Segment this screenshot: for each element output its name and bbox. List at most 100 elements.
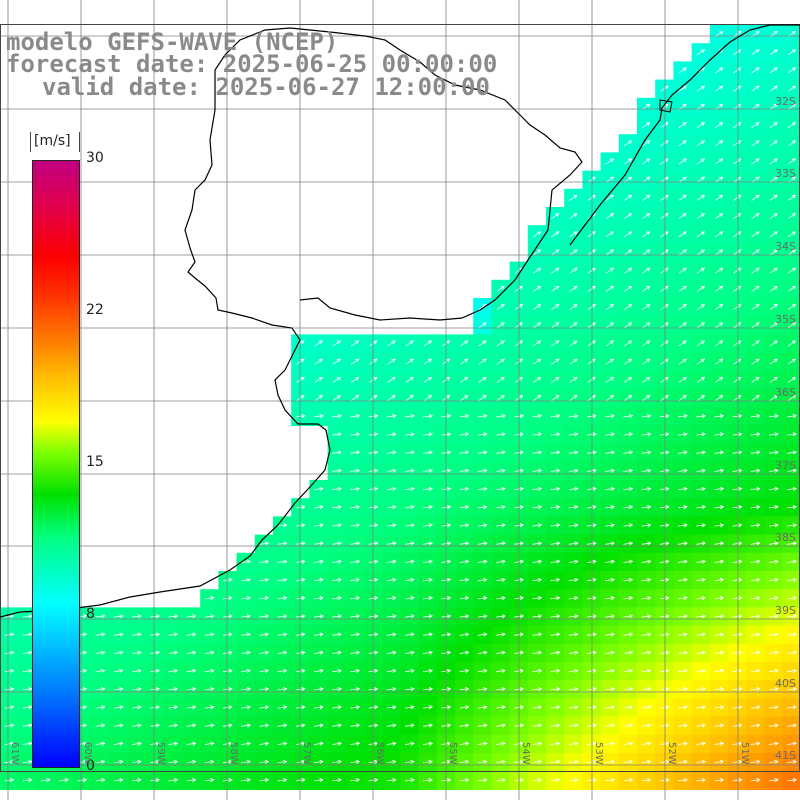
- wind-speed-cell: [691, 352, 711, 372]
- wind-arrow: [659, 668, 670, 673]
- wind-arrow: [623, 322, 633, 329]
- wind-arrow: [568, 668, 579, 673]
- lat-label-38s: 38S: [775, 531, 796, 544]
- wind-arrow: [204, 668, 215, 673]
- wind-speed-cell: [764, 188, 784, 208]
- wind-speed-cell: [746, 152, 765, 172]
- wind-arrow: [605, 559, 616, 564]
- wind-arrow: [204, 705, 215, 710]
- wind-arrow: [550, 741, 561, 746]
- wind-arrow: [586, 687, 597, 692]
- wind-arrow: [222, 723, 233, 728]
- wind-arrow: [168, 723, 179, 728]
- wind-arrow: [404, 596, 415, 601]
- wind-arrow: [495, 505, 506, 510]
- wind-speed-cell: [600, 261, 620, 281]
- wind-speed-cell: [637, 134, 656, 153]
- wind-arrow: [696, 322, 706, 329]
- wind-arrow: [751, 85, 760, 92]
- colorbar-tick-8: 8: [86, 606, 95, 622]
- wind-arrow: [678, 213, 687, 220]
- wind-arrow: [550, 523, 561, 528]
- wind-arrow: [787, 194, 797, 201]
- wind-arrow: [477, 632, 488, 637]
- wind-speed-cell: [673, 352, 693, 372]
- wind-arrow: [642, 267, 651, 274]
- wind-arrow: [168, 759, 179, 764]
- wind-speed-cell: [764, 316, 784, 335]
- wind-arrow: [641, 577, 652, 582]
- wind-speed-cell: [473, 352, 492, 372]
- wind-arrow: [423, 468, 434, 473]
- wind-arrow: [550, 759, 561, 764]
- wind-arrow: [550, 668, 561, 673]
- wind-arrow: [496, 358, 505, 365]
- wind-speed-cell: [728, 389, 747, 408]
- wind-arrow: [678, 395, 687, 402]
- wind-arrow: [423, 723, 434, 728]
- wind-speed-cell: [673, 207, 693, 226]
- wind-speed-cell: [673, 170, 693, 190]
- wind-arrow: [495, 650, 506, 655]
- wind-arrow: [477, 778, 488, 783]
- wind-arrow: [642, 231, 651, 238]
- wind-arrow: [750, 559, 761, 564]
- wind-speed-cell: [491, 279, 511, 299]
- wind-arrow: [586, 723, 597, 728]
- wind-arrow: [660, 140, 669, 147]
- wind-arrow: [605, 249, 615, 256]
- wind-speed-cell: [709, 97, 729, 117]
- wind-arrow: [350, 705, 361, 710]
- wind-speed-cell: [491, 370, 511, 390]
- wind-arrow: [532, 231, 542, 238]
- wind-arrow: [495, 523, 506, 528]
- wind-arrow: [660, 267, 669, 274]
- wind-speed-cell: [728, 261, 747, 281]
- wind-arrow: [714, 486, 725, 491]
- lon-label-54w: 54W: [520, 742, 531, 765]
- wind-arrow: [678, 376, 687, 383]
- wind-arrow: [787, 723, 798, 728]
- wind-arrow: [677, 523, 688, 528]
- wind-arrow: [568, 486, 579, 491]
- wind-arrow: [586, 596, 597, 601]
- wind-arrow: [423, 523, 434, 528]
- wind-arrow: [586, 559, 597, 564]
- wind-arrow: [587, 231, 596, 238]
- wind-arrow: [623, 231, 633, 238]
- wind-arrow: [750, 741, 761, 746]
- wind-arrow: [241, 687, 252, 692]
- wind-arrow: [751, 376, 760, 383]
- wind-arrow: [750, 432, 761, 437]
- wind-arrow: [605, 650, 616, 655]
- wind-arrow: [677, 723, 688, 728]
- wind-arrow: [386, 723, 397, 728]
- wind-speed-cell: [564, 279, 583, 299]
- wind-arrow: [532, 632, 543, 637]
- wind-arrow: [150, 723, 161, 728]
- wind-speed-cell: [527, 298, 547, 317]
- wind-arrow: [495, 741, 506, 746]
- wind-arrow: [769, 122, 778, 129]
- wind-arrow: [568, 741, 579, 746]
- wind-speed-cell: [600, 370, 620, 390]
- lon-label-60w: 60W: [82, 742, 93, 765]
- wind-arrow: [768, 432, 779, 437]
- wind-arrow: [532, 450, 543, 455]
- wind-arrow: [404, 650, 415, 655]
- wind-arrow: [623, 596, 634, 601]
- wind-speed-cell: [600, 298, 620, 317]
- wind-arrow: [733, 140, 742, 147]
- wind-arrow: [696, 140, 706, 147]
- wind-speed-cell: [728, 170, 747, 190]
- wind-arrow: [95, 778, 106, 783]
- wind-arrow: [568, 596, 579, 601]
- wind-arrow: [332, 505, 343, 510]
- wind-arrow: [113, 650, 124, 655]
- wind-arrow: [386, 614, 397, 619]
- wind-speed-cell: [382, 352, 401, 372]
- wind-arrow: [277, 614, 288, 619]
- wind-arrow: [241, 778, 252, 783]
- wind-arrow: [495, 414, 506, 419]
- wind-speed-cell: [746, 170, 765, 190]
